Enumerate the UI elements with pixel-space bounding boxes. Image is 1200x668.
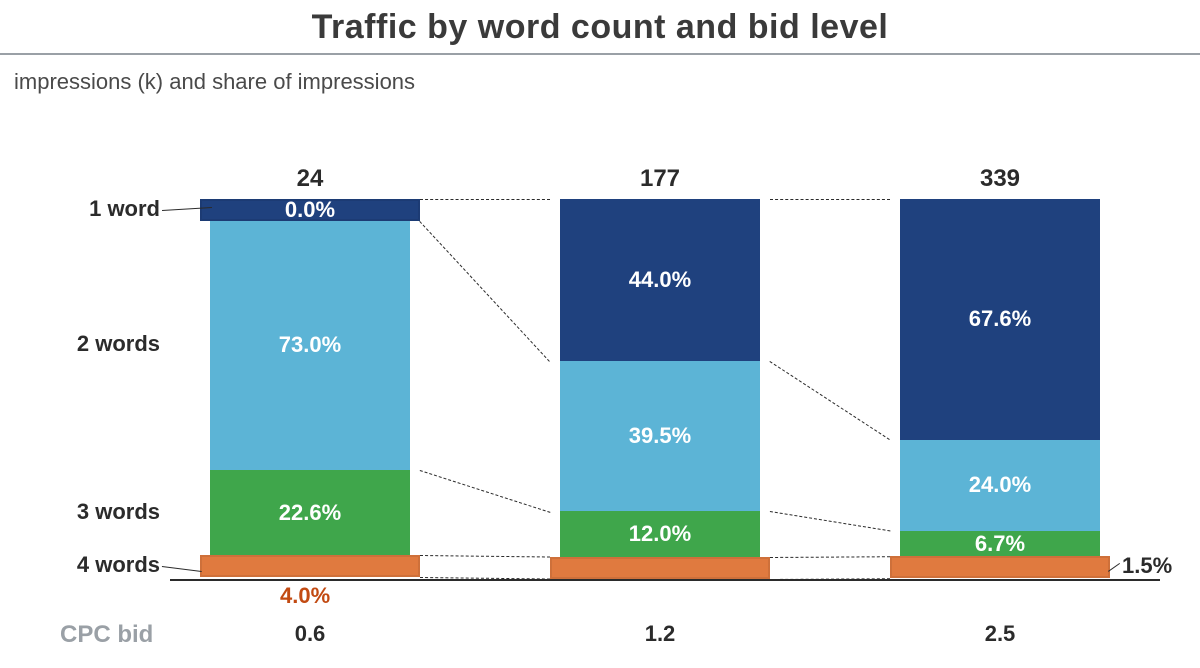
- segment-connector: [770, 511, 890, 531]
- segment-connector: [769, 361, 890, 440]
- bar-segment-2words: 39.5%: [560, 361, 760, 511]
- x-tick-label: 2.5: [900, 621, 1100, 647]
- bar-segment-3words: 12.0%: [560, 511, 760, 557]
- bar-segment-4words: [550, 557, 770, 579]
- chart-stage: CPC bid 0.0%73.0%22.6% 24 0.6 4.0% 44.0%39.5…: [0, 99, 1200, 659]
- category-label: 2 words: [20, 331, 160, 357]
- category-label: 1 word: [20, 196, 160, 222]
- segment-connector: [770, 199, 890, 200]
- bar-segment-1word: 44.0%: [560, 199, 760, 361]
- bar-segment-3words: 6.7%: [900, 531, 1100, 556]
- segment-connector: [770, 556, 890, 558]
- column-total: 24: [210, 165, 410, 193]
- chart-subtitle: impressions (k) and share of impressions: [0, 55, 1200, 99]
- column-total: 339: [900, 165, 1100, 193]
- stacked-bar: 44.0%39.5%12.0%: [560, 199, 760, 579]
- x-tick-label: 0.6: [210, 621, 410, 647]
- segment-connector: [419, 221, 550, 362]
- stacked-bar: 0.0%73.0%22.6%: [210, 199, 410, 579]
- stacked-bar: 67.6%24.0%6.7%: [900, 199, 1100, 579]
- segment-callout: 4.0%: [280, 583, 330, 609]
- bar-segment-4words: [890, 556, 1110, 578]
- category-label: 3 words: [20, 499, 160, 525]
- bar-segment-3words: 22.6%: [210, 470, 410, 556]
- bar-segment-2words: 24.0%: [900, 440, 1100, 531]
- x-axis-baseline: [170, 579, 1160, 581]
- x-tick-label: 1.2: [560, 621, 760, 647]
- segment-connector: [420, 199, 550, 200]
- category-label: 4 words: [20, 552, 160, 578]
- bar-segment-4words: [200, 555, 420, 577]
- bar-segment-2words: 73.0%: [210, 221, 410, 470]
- x-axis-title: CPC bid: [60, 621, 153, 649]
- chart-title: Traffic by word count and bid level: [0, 0, 1200, 53]
- bar-segment-1word: 0.0%: [200, 199, 420, 221]
- column-total: 177: [560, 165, 760, 193]
- segment-connector: [420, 555, 550, 558]
- segment-connector: [420, 470, 550, 513]
- label-leader: [162, 566, 202, 572]
- bar-segment-1word: 67.6%: [900, 199, 1100, 440]
- segment-callout: 1.5%: [1122, 553, 1172, 579]
